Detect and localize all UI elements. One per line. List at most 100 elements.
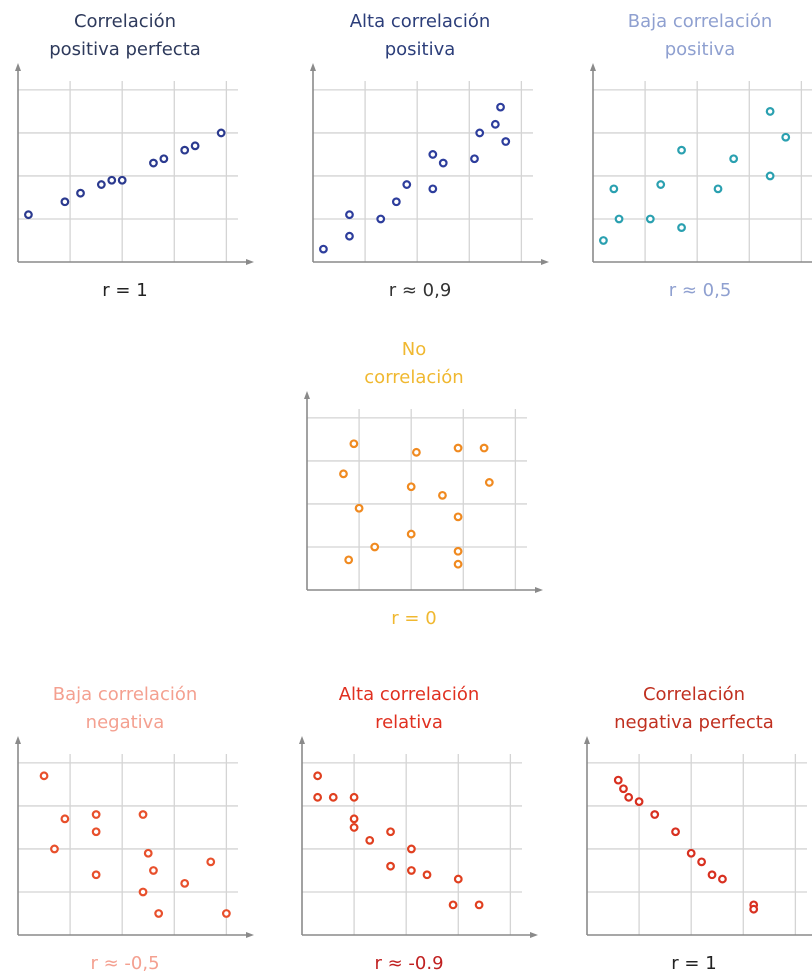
data-point	[428, 150, 438, 159]
data-point	[453, 559, 463, 569]
scatter-panel: No correlación r = 0	[304, 339, 543, 629]
data-point	[624, 792, 634, 802]
scatter-panel: Alta correlación positiva r ≈ 0,9	[310, 11, 549, 301]
panel-title: Correlación	[74, 11, 176, 32]
panel-title: negativa	[86, 712, 165, 733]
data-point	[345, 231, 354, 241]
panel-title: positiva	[385, 39, 456, 60]
data-point	[24, 210, 33, 220]
data-point	[313, 771, 323, 781]
data-point	[349, 792, 359, 802]
data-point	[474, 900, 484, 910]
data-point	[328, 792, 338, 802]
panel-title: negativa perfecta	[614, 712, 774, 733]
panel-title: positiva	[665, 39, 736, 60]
data-point	[76, 188, 85, 198]
data-point	[677, 145, 686, 155]
data-point	[349, 823, 359, 832]
x-axis-arrow	[541, 259, 549, 265]
panel-title: Correlación	[643, 684, 745, 705]
data-point	[448, 900, 458, 910]
scatter-panel: Baja correlación negativa r ≈ -0,5	[15, 684, 254, 973]
correlation-label: r = 0	[391, 608, 436, 629]
data-point	[406, 529, 416, 539]
data-point	[107, 175, 117, 185]
data-point	[96, 180, 106, 189]
data-point	[470, 154, 479, 164]
data-point	[345, 210, 354, 220]
y-axis-arrow	[15, 63, 21, 71]
data-point	[438, 158, 448, 168]
data-point	[91, 827, 101, 837]
data-point	[376, 214, 386, 224]
y-axis-arrow	[310, 63, 316, 71]
data-point	[354, 503, 364, 513]
x-axis-arrow	[530, 932, 538, 938]
data-point	[671, 827, 680, 837]
data-point	[453, 874, 463, 884]
data-point	[190, 141, 200, 151]
data-point	[406, 482, 416, 492]
scatter-panel: Alta correlación relativa r ≈ -0.9	[299, 684, 538, 973]
data-point	[634, 797, 644, 807]
data-point	[313, 792, 323, 802]
data-point	[365, 835, 375, 845]
data-point	[370, 542, 380, 552]
data-point	[501, 137, 511, 146]
y-axis-arrow	[304, 391, 310, 399]
data-point	[402, 180, 412, 189]
data-point	[138, 810, 148, 819]
correlation-label: r = 1	[102, 280, 147, 301]
data-point	[154, 909, 164, 918]
data-point	[349, 439, 359, 449]
data-point	[344, 555, 354, 565]
data-point	[143, 848, 153, 858]
data-point	[438, 490, 447, 500]
data-point	[216, 128, 226, 138]
data-point	[411, 447, 421, 457]
data-point	[475, 128, 485, 138]
data-point	[221, 909, 231, 918]
x-axis-arrow	[246, 259, 254, 265]
data-point	[60, 197, 70, 207]
data-point	[349, 814, 359, 824]
data-point	[707, 870, 717, 880]
scatter-panel: Baja correlación positiva r ≈ 0,5	[590, 11, 812, 301]
data-point	[428, 184, 438, 194]
y-axis-arrow	[584, 736, 590, 744]
data-point	[386, 861, 395, 871]
data-point	[159, 154, 169, 164]
data-point	[479, 443, 489, 453]
y-axis-arrow	[15, 736, 21, 744]
data-point	[391, 197, 401, 207]
data-point	[729, 154, 739, 164]
data-point	[453, 546, 463, 556]
data-point	[749, 904, 759, 914]
panel-title: relativa	[375, 712, 443, 733]
data-point	[599, 236, 608, 245]
data-point	[91, 810, 101, 819]
data-point	[645, 214, 655, 224]
data-point	[206, 857, 216, 867]
data-point	[765, 107, 775, 116]
panel-title: Alta correlación	[350, 11, 491, 32]
data-point	[619, 784, 628, 794]
data-point	[50, 844, 59, 854]
correlation-label: r ≈ -0,5	[90, 953, 159, 973]
data-point	[686, 848, 696, 858]
data-point	[91, 870, 101, 880]
data-point	[138, 887, 148, 897]
data-point	[609, 184, 619, 194]
data-point	[453, 512, 463, 522]
data-point	[406, 844, 416, 854]
x-axis-arrow	[246, 932, 254, 938]
data-point	[484, 478, 494, 487]
panel-title: positiva perfecta	[49, 39, 201, 60]
data-point	[149, 866, 158, 875]
data-point	[697, 857, 707, 867]
data-point	[180, 145, 190, 155]
data-point	[406, 866, 416, 875]
y-axis-arrow	[299, 736, 305, 744]
panel-title: Baja correlación	[53, 684, 198, 705]
